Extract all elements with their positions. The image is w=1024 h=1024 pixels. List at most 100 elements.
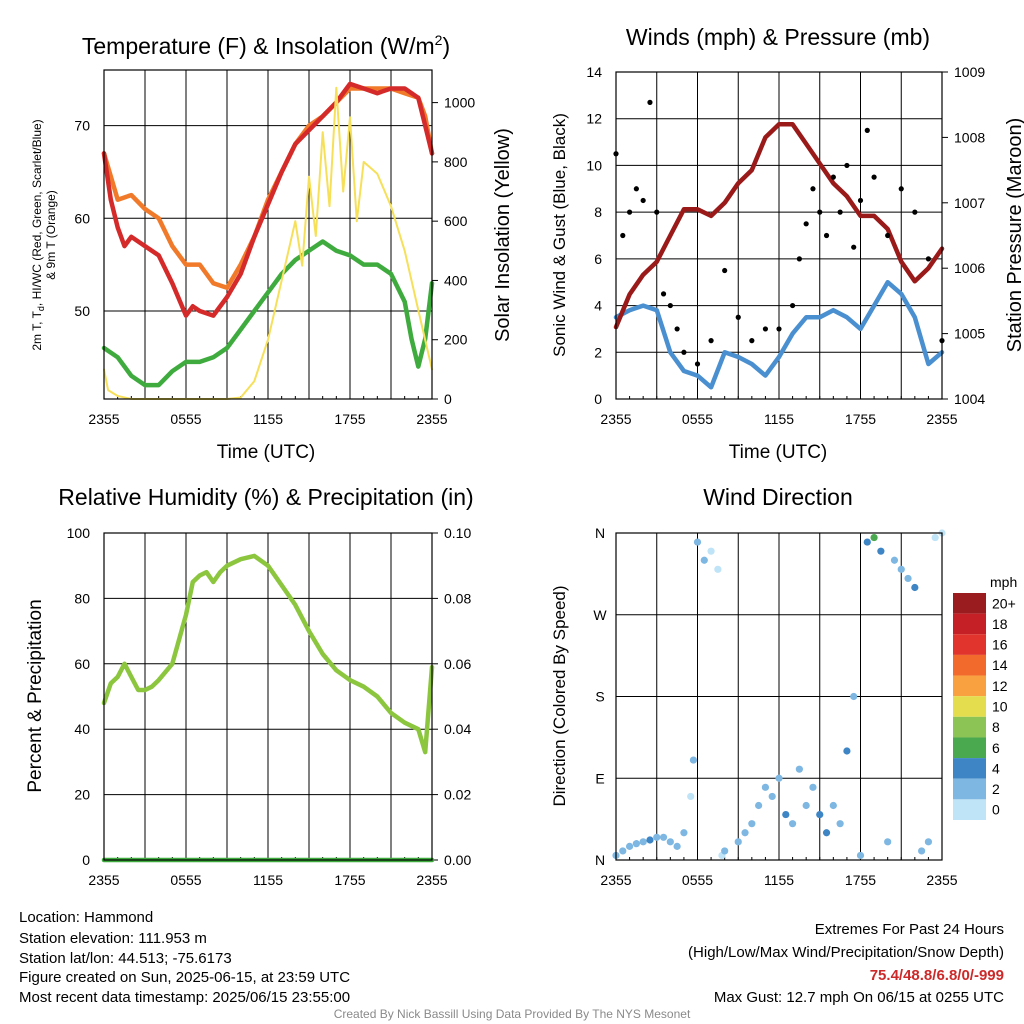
x-tick-label: 1155	[764, 411, 794, 427]
wind-direction-point	[870, 533, 878, 542]
y-right-tick-label: 1005	[954, 326, 985, 342]
y-right-tick-label: 0.06	[444, 656, 471, 672]
gust-point	[885, 232, 891, 239]
colorbar-swatch	[953, 758, 986, 779]
wind-direction-point	[734, 838, 742, 846]
temp-xlabel: Time (UTC)	[217, 442, 316, 463]
colorbar-swatch	[953, 716, 986, 738]
wind-direction-point	[924, 838, 933, 846]
y-tick-label: 60	[74, 656, 90, 672]
colorbar-swatch	[953, 799, 986, 820]
x-tick-label: 2355	[600, 411, 631, 427]
wind-direction-point	[689, 756, 698, 764]
gust-point	[776, 326, 782, 332]
wind-direction-point	[632, 840, 640, 848]
x-tick-label: 1155	[253, 872, 283, 888]
wind-direction-point	[673, 842, 681, 850]
station-elevation: Station elevation: 111.953 m	[19, 930, 207, 947]
max-gust: Max Gust: 12.7 mph On 06/15 at 0255 UTC	[714, 989, 1004, 1006]
y-right-tick-label: 1007	[954, 195, 985, 211]
colorbar-swatch	[953, 737, 986, 759]
wind-direction-point	[829, 801, 837, 810]
temperature-panel: 50 60 70 0 200 400 600 800 1000 2355 0555 1155 1755 2…	[74, 69, 475, 427]
wind-direction-point	[775, 774, 783, 782]
colorbar-label: 10	[992, 699, 1008, 715]
station-info: Location: Hammond Station elevation: 111…	[19, 909, 350, 1006]
station-location: Location: Hammond	[19, 909, 153, 926]
y-right-tick-label: 0	[444, 391, 452, 407]
y-tick-label: 12	[586, 111, 602, 127]
y-tick-label: 0	[82, 852, 90, 868]
colorbar-swatch	[953, 654, 986, 676]
x-tick-label: 2355	[926, 411, 957, 427]
temp-ylabel-left-line2: & 9m T (Orange)	[44, 190, 58, 280]
temp-ylabel-right: Solar Insolation (Yellow)	[492, 128, 514, 342]
gust-point	[796, 256, 802, 262]
figure-created: Figure created on Sun, 2025-06-15, at 23…	[19, 969, 350, 986]
y-tick-label: S	[595, 689, 604, 705]
wind-direction-point	[653, 833, 661, 841]
gust-point	[667, 302, 673, 309]
extremes-subheading: (High/Low/Max Wind/Precipitation/Snow De…	[688, 944, 1004, 961]
y-tick-label: 0	[594, 391, 602, 407]
series-line	[101, 553, 435, 755]
gust-point	[735, 314, 741, 320]
gust-point	[620, 232, 626, 239]
x-tick-label: 1755	[334, 872, 365, 888]
colorbar-label: 18	[992, 616, 1008, 632]
y-tick-label: 60	[74, 210, 90, 226]
gust-point	[681, 349, 687, 355]
gust-point	[647, 99, 653, 105]
y-tick-label: N	[595, 525, 605, 541]
gust-point	[694, 361, 701, 367]
x-tick-label: 2355	[926, 872, 957, 888]
y-right-tick-label: 1000	[444, 95, 475, 111]
extremes-heading: Extremes For Past 24 Hours	[815, 921, 1004, 938]
wind-direction-point	[836, 820, 844, 828]
rh-panel: 0 20 40 60 80 100 0.00 0.02 0.04 0.06 0.08 0.10 2355…	[67, 525, 472, 888]
y-tick-label: 70	[74, 118, 90, 134]
wind-panel: 0 2 4 6 8 10 12 14 1004 1005 1006 1007 1008 1009 2355 0…	[586, 64, 985, 427]
y-tick-label: 8	[594, 204, 602, 220]
wind-direction-point	[904, 574, 912, 583]
station-latlon: Station lat/lon: 44.513; -75.6173	[19, 950, 232, 967]
y-right-tick-label: 400	[444, 272, 468, 288]
gust-point	[837, 209, 843, 215]
colorbar-label: 4	[992, 760, 1000, 776]
gust-point	[626, 209, 633, 215]
y-tick-label: W	[593, 607, 607, 623]
y-tick-label: 100	[67, 525, 91, 541]
wind-xlabel: Time (UTC)	[729, 442, 828, 463]
wind-direction-point	[782, 810, 790, 819]
colorbar-swatch	[953, 778, 986, 800]
gust-point	[660, 291, 667, 297]
x-tick-label: 1755	[334, 411, 365, 427]
x-tick-label: 1155	[253, 411, 283, 427]
wind-direction-point	[761, 783, 770, 791]
y-right-tick-label: 0.10	[444, 525, 471, 541]
x-tick-label: 1155	[764, 872, 794, 888]
gust-point	[708, 338, 714, 344]
y-tick-label: 10	[586, 157, 602, 173]
gust-point	[789, 302, 796, 309]
wind-direction-point	[816, 810, 824, 819]
gust-point	[640, 197, 646, 204]
wind-direction-point	[693, 538, 702, 546]
colorbar-label: 8	[992, 719, 1000, 735]
y-tick-label: 50	[74, 303, 90, 319]
colorbar-swatch	[953, 696, 986, 717]
wind-direction-point	[918, 847, 926, 855]
colorbar-unit: mph	[990, 574, 1017, 590]
gust-point	[762, 326, 769, 332]
wind-direction-point	[897, 565, 905, 573]
wind-direction-panel: N E S W N 2355 0555 1155 1755 2355	[593, 525, 957, 888]
wind-direction-point	[748, 820, 756, 828]
wind-direction-point	[768, 792, 776, 801]
series-line	[101, 239, 435, 388]
plot-frame	[615, 71, 943, 400]
x-tick-label: 0555	[682, 872, 713, 888]
series-line	[101, 81, 435, 318]
gust-point	[912, 209, 918, 215]
rh-ylabel-left: Percent & Precipitation	[25, 599, 46, 792]
x-tick-label: 2355	[416, 411, 447, 427]
